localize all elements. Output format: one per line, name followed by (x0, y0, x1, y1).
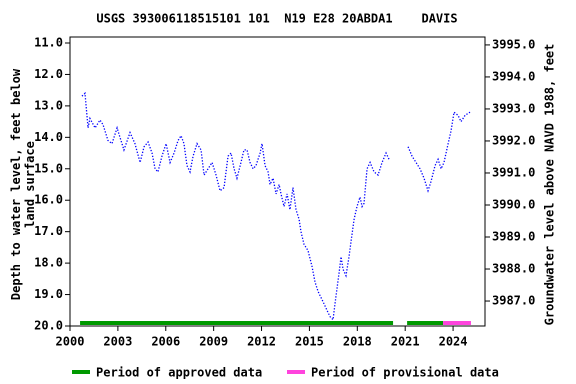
y-tick-label: 12.0 (34, 67, 63, 81)
x-tick-label: 2012 (247, 335, 276, 349)
x-tick-label: 2018 (343, 335, 372, 349)
x-tick-label: 2024 (439, 335, 468, 349)
y-tick-label: 13.0 (34, 98, 63, 112)
y2-tick-label: 3991.0 (492, 165, 535, 179)
y2-tick-label: 3990.0 (492, 197, 535, 211)
chart-title: USGS 393006118515101 101 N19 E28 20ABDA1… (96, 12, 457, 26)
x-tick-label: 2015 (295, 335, 324, 349)
y2-tick-label: 3995.0 (492, 37, 535, 51)
y-tick-label: 15.0 (34, 161, 63, 175)
y2-tick-label: 3992.0 (492, 133, 535, 147)
y-tick-label: 14.0 (34, 130, 63, 144)
y2-tick-label: 3987.0 (492, 294, 535, 308)
y-tick-label: 20.0 (34, 319, 63, 333)
y-tick-label: 16.0 (34, 193, 63, 207)
y-tick-label: 19.0 (34, 287, 63, 301)
y2-tick-label: 3989.0 (492, 230, 535, 244)
water-level-line (81, 91, 471, 322)
y2-axis-label: Groundwater level above NAVD 1988, feet (543, 44, 557, 326)
period-bar (443, 321, 471, 325)
y-axis-label: Depth to water level, feet belowland sur… (9, 68, 37, 300)
legend-label: Period of provisional data (311, 366, 499, 380)
plot-frame (69, 36, 486, 327)
y-tick-label: 11.0 (34, 36, 63, 50)
x-tick-label: 2009 (199, 335, 228, 349)
y2-tick-label: 3994.0 (492, 69, 535, 83)
y2-tick-label: 3988.0 (492, 262, 535, 276)
x-tick-label: 2003 (103, 335, 132, 349)
period-bar (407, 321, 444, 325)
x-tick-label: 2021 (391, 335, 420, 349)
y-tick-label: 18.0 (34, 256, 63, 270)
legend-label: Period of approved data (96, 366, 262, 380)
x-tick-label: 2000 (56, 335, 85, 349)
y2-tick-label: 3993.0 (492, 101, 535, 115)
y-tick-label: 17.0 (34, 224, 63, 238)
period-bar (80, 321, 394, 325)
x-tick-label: 2006 (151, 335, 180, 349)
